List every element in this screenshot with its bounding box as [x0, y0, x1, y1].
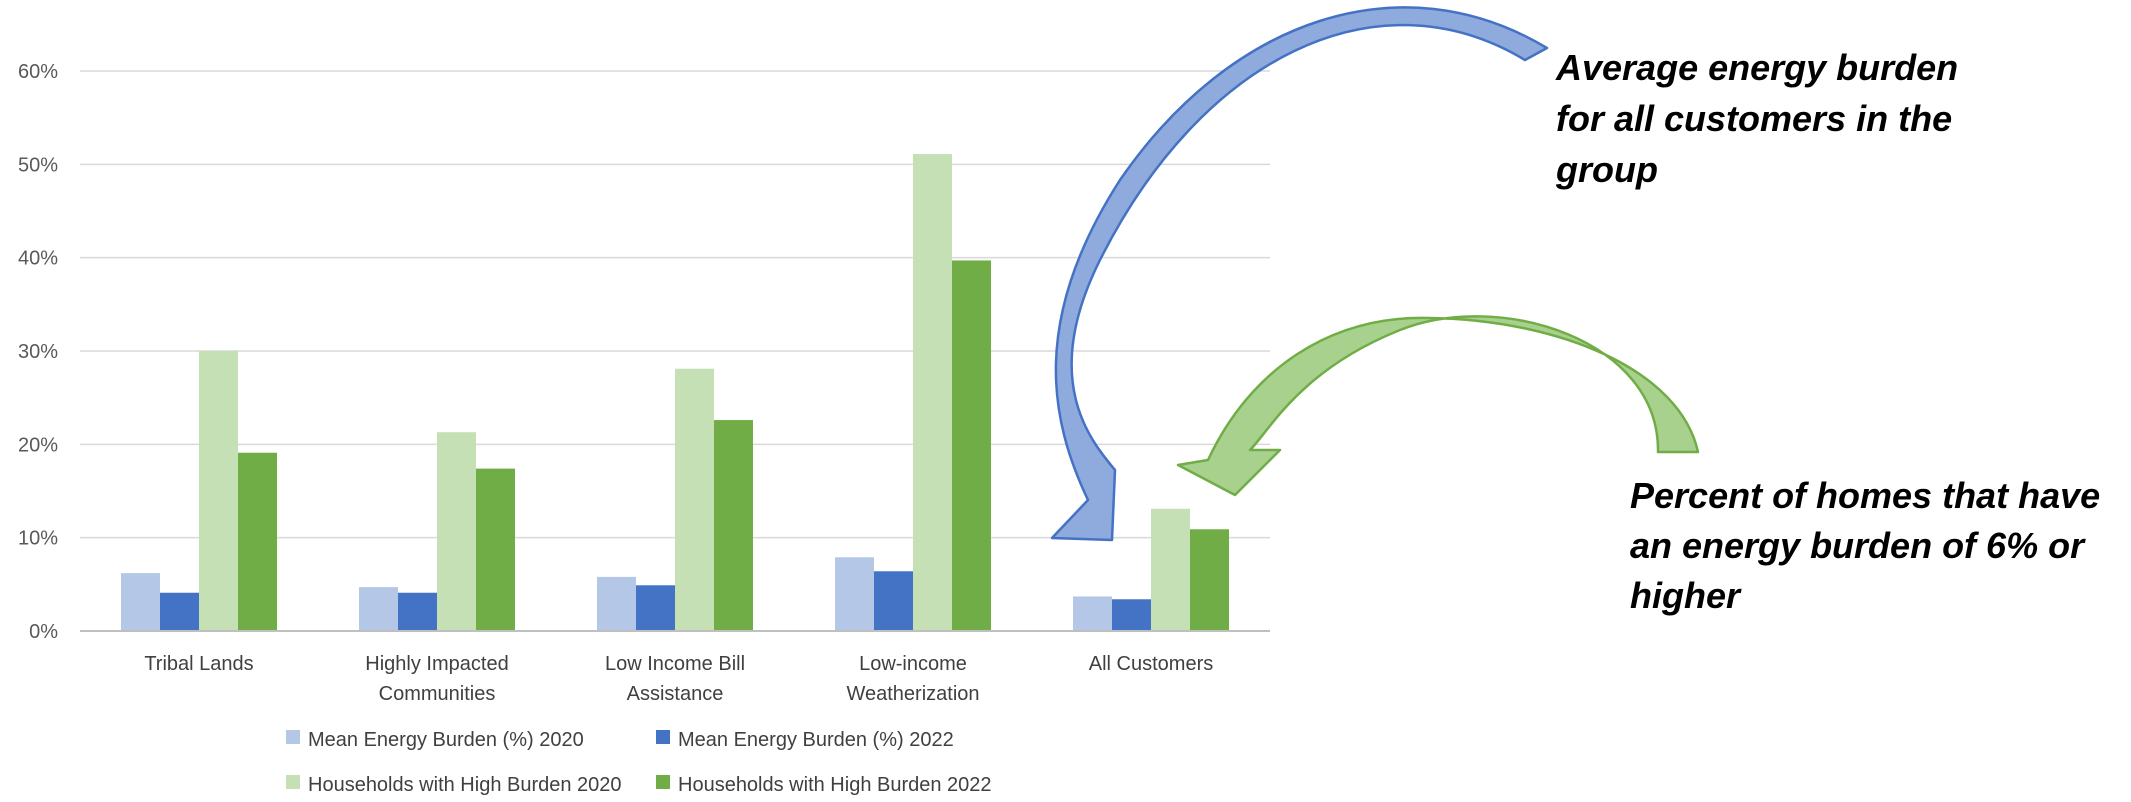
bar	[714, 420, 753, 631]
bars	[121, 154, 1229, 632]
x-tick-label: Tribal Lands	[144, 653, 253, 675]
bar	[476, 468, 515, 631]
legend-swatch	[286, 775, 300, 789]
legend-item: Mean Energy Burden (%) 2022	[656, 729, 954, 751]
bar	[952, 260, 991, 631]
legend-label: Mean Energy Burden (%) 2022	[678, 729, 954, 751]
y-tick-label: 0%	[29, 621, 58, 643]
annotation-percent-homes: Percent of homes that have an energy bur…	[1630, 475, 2110, 616]
bar	[121, 573, 160, 631]
y-tick-label: 60%	[18, 61, 58, 83]
x-tick-label: All Customers	[1089, 653, 1213, 675]
legend-item: Households with High Burden 2020	[286, 774, 622, 796]
x-axis: Tribal Lands Highly Impacted Communities Lo…	[80, 630, 1270, 705]
legend-swatch	[656, 775, 670, 789]
x-tick-label: Low Income Bill Assistance	[605, 653, 745, 705]
bar	[675, 368, 714, 631]
blue-curved-arrow-icon	[1050, 6, 1549, 542]
legend-label: Households with High Burden 2022	[678, 774, 992, 796]
y-tick-label: 10%	[18, 528, 58, 550]
bar	[359, 587, 398, 631]
x-tick-label: Low-income Weatherization	[846, 653, 979, 705]
bar	[835, 557, 874, 631]
bar	[636, 585, 675, 631]
y-tick-label: 20%	[18, 434, 58, 456]
y-tick-label: 50%	[18, 154, 58, 176]
bar	[160, 592, 199, 631]
bar	[1151, 508, 1190, 631]
y-tick-label: 40%	[18, 248, 58, 270]
y-tick-label: 30%	[18, 341, 58, 363]
y-axis: 0% 10% 20% 30% 40% 50% 60%	[18, 61, 58, 643]
green-curved-arrow-icon	[1176, 315, 1700, 497]
legend-item: Households with High Burden 2022	[656, 774, 992, 796]
annotation-average-burden: Average energy burden for all customers …	[1555, 47, 1968, 190]
legend-swatch	[656, 730, 670, 744]
legend-label: Mean Energy Burden (%) 2020	[308, 729, 584, 751]
bar	[437, 432, 476, 631]
bar	[1073, 596, 1112, 631]
bar	[597, 576, 636, 631]
bar	[398, 592, 437, 631]
legend-swatch	[286, 730, 300, 744]
bar	[874, 571, 913, 631]
x-tick-label: Highly Impacted Communities	[365, 653, 508, 705]
legend: Mean Energy Burden (%) 2020 Mean Energy B…	[286, 729, 992, 796]
bar	[1190, 529, 1229, 631]
bar	[199, 351, 238, 631]
bar	[238, 452, 277, 631]
bar	[1112, 599, 1151, 631]
bar	[913, 154, 952, 632]
legend-label: Households with High Burden 2020	[308, 774, 622, 796]
legend-item: Mean Energy Burden (%) 2020	[286, 729, 584, 751]
